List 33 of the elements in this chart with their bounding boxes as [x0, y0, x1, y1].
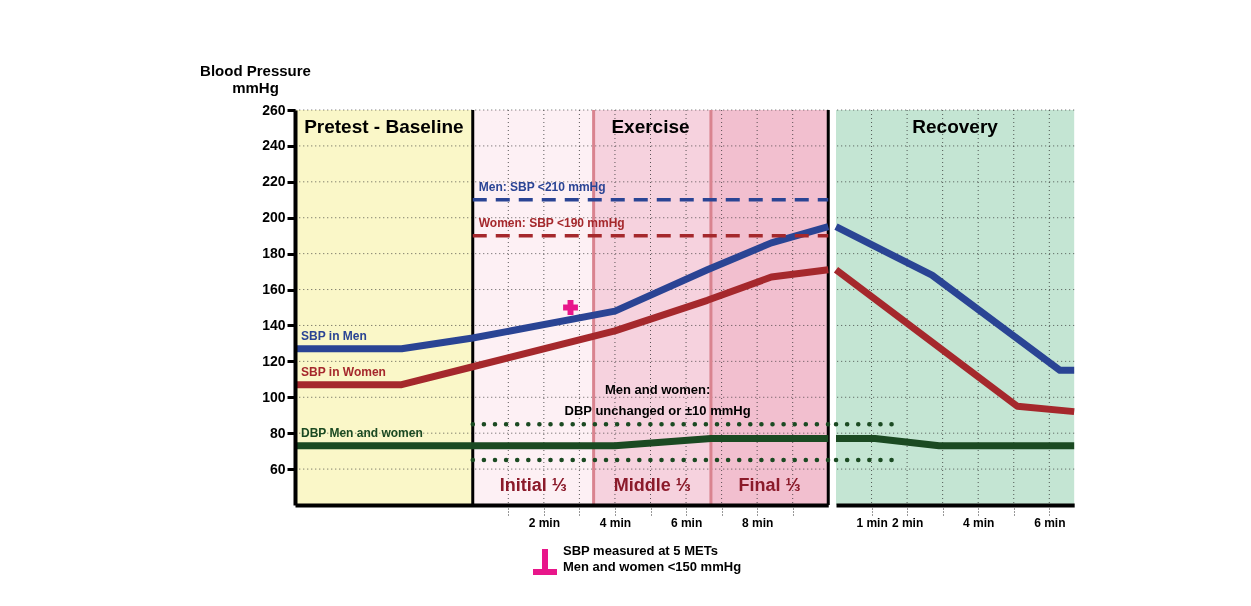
series-label: Women: SBP <190 mmHg: [478, 215, 625, 230]
series-label: SBP in Women: [301, 364, 386, 379]
x-tick-label: 6 min: [1034, 515, 1066, 530]
band-label: Exercise: [611, 116, 690, 137]
band-label: Final ⅓: [738, 475, 801, 495]
y-axis-title: Blood Pressure mmHg: [200, 61, 311, 96]
x-tick-label: 4 min: [599, 515, 632, 530]
annotation: Men and women: DBP unchanged or ±10 mmHg: [564, 382, 751, 419]
y-tick-label: 260: [262, 101, 286, 118]
y-tick-label: 160: [262, 281, 286, 298]
series-label: DBP Men and women: [301, 425, 423, 440]
x-tick-label: 8 min: [741, 515, 774, 530]
y-tick-label: 120: [262, 352, 286, 369]
band-label: Middle ⅓: [613, 475, 691, 495]
series-label: SBP in Men: [301, 328, 367, 343]
text: SBP measured at 5 METs Men and women <150 mmHg: [563, 543, 742, 575]
x-tick-label: 6 min: [670, 515, 703, 530]
x-tick-label: 4 min: [963, 515, 995, 530]
y-tick-label: 60: [269, 460, 286, 477]
y-tick-label: 200: [262, 209, 286, 226]
x-tick-label: 2 min: [891, 515, 924, 530]
x-tick-label: 2 min: [528, 515, 561, 530]
band-label: Initial ⅓: [499, 475, 567, 495]
y-tick-label: 140: [262, 316, 286, 333]
band-label: Recovery: [912, 116, 999, 137]
y-tick-label: 240: [262, 137, 286, 154]
band-label: Pretest - Baseline: [304, 116, 464, 137]
y-tick-label: 100: [262, 388, 286, 405]
y-tick-label: 180: [262, 245, 286, 262]
y-tick-label: 80: [269, 424, 286, 441]
x-tick-label: 1 min: [856, 515, 888, 530]
y-tick-label: 220: [262, 173, 286, 190]
series-label: Men: SBP <210 mmHg: [478, 179, 606, 194]
